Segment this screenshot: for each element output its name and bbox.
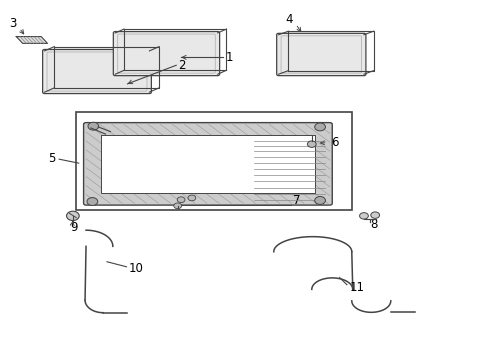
Text: 8: 8 <box>369 218 376 231</box>
Circle shape <box>359 213 367 219</box>
Circle shape <box>370 212 379 219</box>
Text: 4: 4 <box>285 13 292 26</box>
Text: 3: 3 <box>9 17 17 30</box>
Text: 11: 11 <box>348 281 364 294</box>
Circle shape <box>87 198 98 206</box>
Text: 6: 6 <box>330 136 338 149</box>
Circle shape <box>173 203 181 209</box>
Circle shape <box>314 197 325 204</box>
Circle shape <box>187 195 195 201</box>
Circle shape <box>88 122 99 130</box>
Text: 1: 1 <box>225 51 233 64</box>
FancyBboxPatch shape <box>83 123 331 205</box>
Circle shape <box>307 141 316 147</box>
Circle shape <box>66 211 79 221</box>
Circle shape <box>314 123 325 131</box>
Bar <box>76 112 351 211</box>
Text: 5: 5 <box>48 152 56 165</box>
FancyBboxPatch shape <box>113 32 219 76</box>
Text: 9: 9 <box>70 221 78 234</box>
Text: 7: 7 <box>293 194 300 207</box>
Bar <box>101 135 315 193</box>
Text: 2: 2 <box>177 59 185 72</box>
Text: 10: 10 <box>128 262 143 275</box>
FancyBboxPatch shape <box>276 33 365 76</box>
FancyBboxPatch shape <box>42 49 151 94</box>
Circle shape <box>177 197 184 203</box>
Polygon shape <box>16 37 47 43</box>
